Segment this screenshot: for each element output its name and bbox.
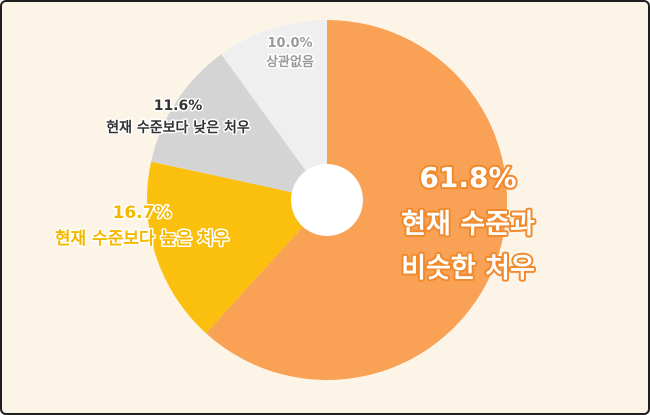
slice-category-4-line-1: 상관없음	[266, 54, 314, 70]
slice-category-1-line-1: 현재 수준과	[401, 209, 535, 240]
slice-label-2: 16.7% 현재 수준보다 높은 처우	[55, 203, 230, 249]
pie-slice-3	[151, 54, 327, 201]
pie-slice-4	[221, 20, 327, 200]
slice-category-1-line-2: 비슷한 처우	[401, 253, 535, 284]
slice-percent-1: 61.8%	[419, 161, 516, 194]
pie-slice-2	[146, 161, 327, 334]
slice-category-2-line-1: 현재 수준보다 높은 처우	[55, 229, 230, 249]
slice-percent-4: 10.0%	[267, 36, 312, 51]
slice-category-3-line-1: 현재 수준보다 낮은 처우	[106, 120, 250, 136]
slice-percent-2: 16.7%	[113, 203, 172, 223]
slice-label-4: 10.0% 상관없음	[266, 36, 314, 70]
slice-percent-3: 11.6%	[154, 98, 203, 114]
slice-label-3: 11.6% 현재 수준보다 낮은 처우	[106, 98, 250, 136]
donut-hole	[291, 164, 363, 236]
